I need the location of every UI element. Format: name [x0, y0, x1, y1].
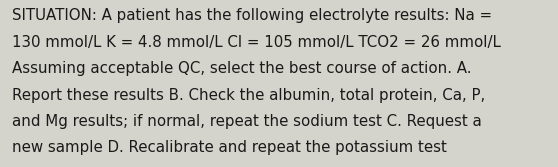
Text: SITUATION: A patient has the following electrolyte results: Na =: SITUATION: A patient has the following e… [12, 8, 492, 23]
Text: and Mg results; if normal, repeat the sodium test C. Request a: and Mg results; if normal, repeat the so… [12, 114, 482, 129]
Text: 130 mmol/L K = 4.8 mmol/L Cl = 105 mmol/L TCO2 = 26 mmol/L: 130 mmol/L K = 4.8 mmol/L Cl = 105 mmol/… [12, 35, 501, 50]
Text: Assuming acceptable QC, select the best course of action. A.: Assuming acceptable QC, select the best … [12, 61, 472, 76]
Text: new sample D. Recalibrate and repeat the potassium test: new sample D. Recalibrate and repeat the… [12, 140, 447, 155]
Text: Report these results B. Check the albumin, total protein, Ca, P,: Report these results B. Check the albumi… [12, 88, 485, 103]
